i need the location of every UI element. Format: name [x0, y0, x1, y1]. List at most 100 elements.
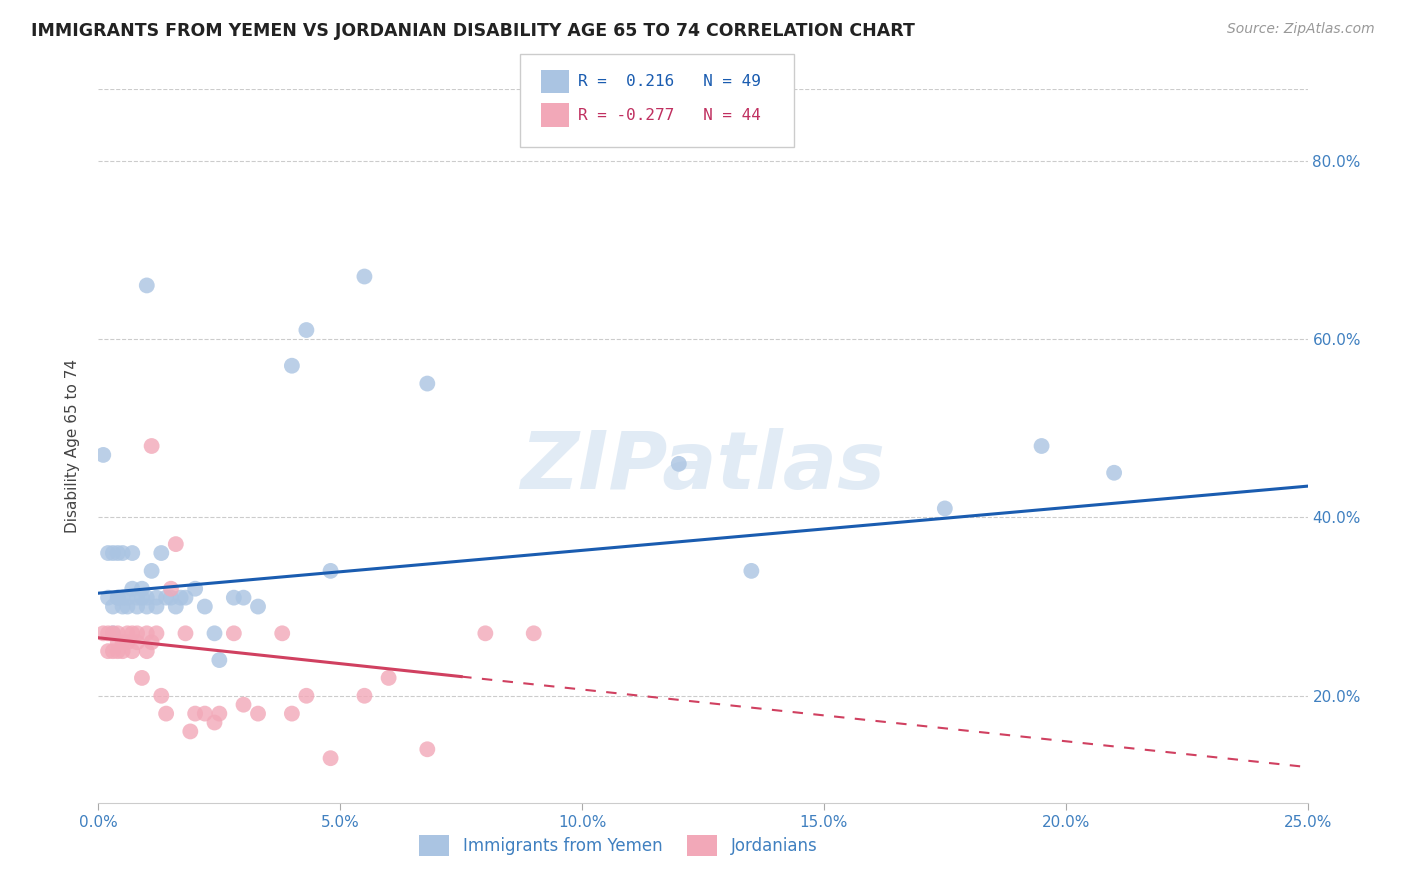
Point	[232, 591, 254, 605]
Point	[107, 626, 129, 640]
Point	[135, 599, 157, 614]
Point	[155, 591, 177, 605]
Point	[295, 323, 318, 337]
Point	[208, 653, 231, 667]
Point	[155, 706, 177, 721]
Point	[150, 689, 173, 703]
Point	[204, 715, 226, 730]
Point	[135, 591, 157, 605]
Point	[1102, 466, 1125, 480]
Point	[353, 689, 375, 703]
Point	[127, 635, 149, 649]
Text: R =  0.216   N = 49: R = 0.216 N = 49	[578, 74, 761, 88]
Point	[319, 751, 342, 765]
Point	[97, 626, 120, 640]
Point	[668, 457, 690, 471]
Point	[121, 546, 143, 560]
Text: R = -0.277   N = 44: R = -0.277 N = 44	[578, 108, 761, 122]
Point	[204, 626, 226, 640]
Point	[416, 742, 439, 756]
Point	[121, 582, 143, 596]
Point	[117, 635, 139, 649]
Point	[127, 591, 149, 605]
Point	[165, 599, 187, 614]
Point	[169, 591, 191, 605]
Point	[145, 591, 167, 605]
Y-axis label: Disability Age 65 to 74: Disability Age 65 to 74	[65, 359, 80, 533]
Point	[174, 591, 197, 605]
Point	[127, 599, 149, 614]
Point	[232, 698, 254, 712]
Point	[117, 591, 139, 605]
Point	[150, 546, 173, 560]
Point	[474, 626, 496, 640]
Point	[101, 546, 124, 560]
Point	[117, 599, 139, 614]
Point	[194, 706, 217, 721]
Point	[174, 626, 197, 640]
Point	[111, 546, 134, 560]
Point	[1031, 439, 1053, 453]
Point	[101, 626, 124, 640]
Point	[247, 706, 270, 721]
Point	[135, 278, 157, 293]
Point	[91, 626, 114, 640]
Point	[184, 582, 207, 596]
Point	[934, 501, 956, 516]
Point	[353, 269, 375, 284]
Point	[131, 591, 153, 605]
Point	[184, 706, 207, 721]
Point	[222, 626, 245, 640]
Point	[179, 724, 201, 739]
Point	[117, 626, 139, 640]
Point	[145, 626, 167, 640]
Point	[111, 644, 134, 658]
Point	[107, 635, 129, 649]
Point	[101, 644, 124, 658]
Point	[141, 564, 163, 578]
Text: ZIPatlas: ZIPatlas	[520, 428, 886, 507]
Point	[107, 644, 129, 658]
Point	[111, 599, 134, 614]
Point	[91, 448, 114, 462]
Text: Source: ZipAtlas.com: Source: ZipAtlas.com	[1227, 22, 1375, 37]
Point	[127, 626, 149, 640]
Point	[111, 591, 134, 605]
Point	[416, 376, 439, 391]
Point	[165, 537, 187, 551]
Point	[135, 626, 157, 640]
Point	[111, 635, 134, 649]
Point	[131, 671, 153, 685]
Point	[141, 635, 163, 649]
Point	[160, 591, 183, 605]
Point	[281, 359, 304, 373]
Point	[523, 626, 546, 640]
Point	[107, 591, 129, 605]
Point	[247, 599, 270, 614]
Point	[97, 644, 120, 658]
Point	[740, 564, 762, 578]
Point	[222, 591, 245, 605]
Point	[135, 644, 157, 658]
Point	[97, 591, 120, 605]
Point	[194, 599, 217, 614]
Point	[121, 626, 143, 640]
Point	[145, 599, 167, 614]
Point	[281, 706, 304, 721]
Point	[107, 546, 129, 560]
Text: IMMIGRANTS FROM YEMEN VS JORDANIAN DISABILITY AGE 65 TO 74 CORRELATION CHART: IMMIGRANTS FROM YEMEN VS JORDANIAN DISAB…	[31, 22, 915, 40]
Point	[271, 626, 294, 640]
Point	[319, 564, 342, 578]
Legend: Immigrants from Yemen, Jordanians: Immigrants from Yemen, Jordanians	[413, 829, 824, 863]
Point	[101, 626, 124, 640]
Point	[97, 546, 120, 560]
Point	[377, 671, 399, 685]
Point	[101, 599, 124, 614]
Point	[208, 706, 231, 721]
Point	[121, 644, 143, 658]
Point	[295, 689, 318, 703]
Point	[131, 582, 153, 596]
Point	[160, 582, 183, 596]
Point	[107, 591, 129, 605]
Point	[141, 439, 163, 453]
